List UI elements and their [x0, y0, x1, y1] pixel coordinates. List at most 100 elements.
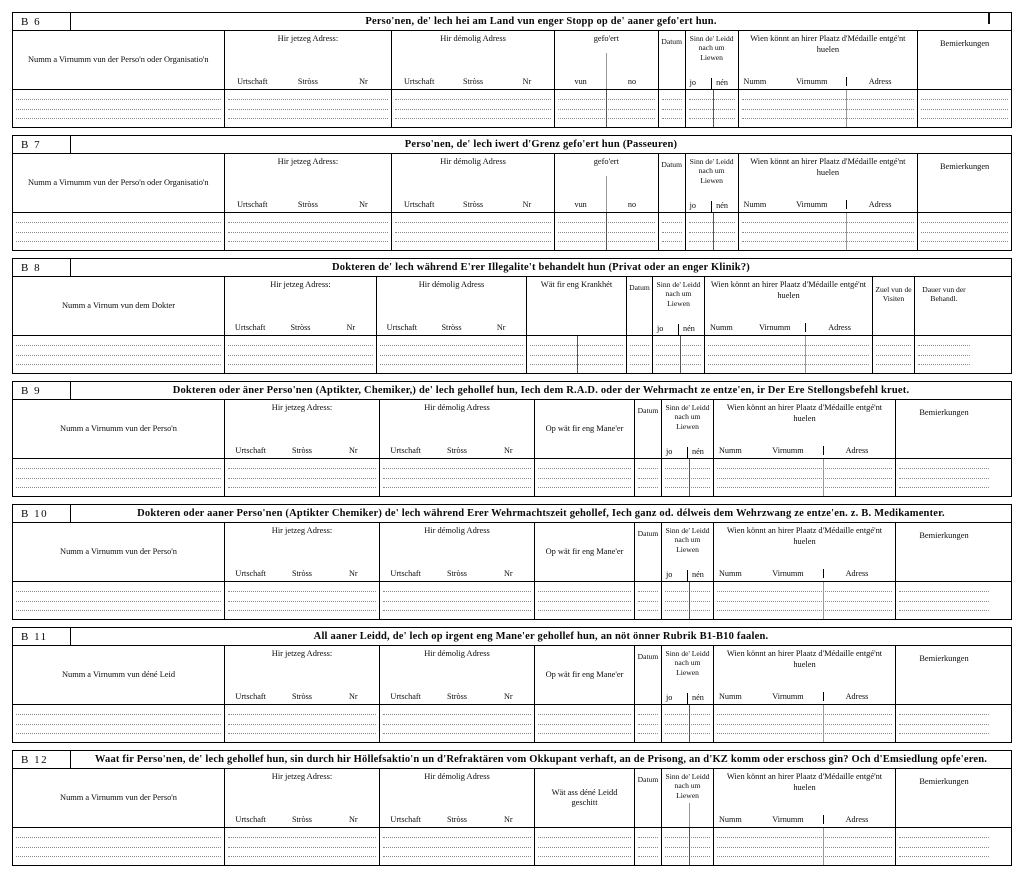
data-cell-datum[interactable]	[635, 705, 662, 742]
data-cell-addr2[interactable]	[377, 336, 527, 373]
writing-line	[688, 109, 735, 110]
data-entry-row[interactable]	[13, 213, 1011, 250]
medal-subcolumns: Numm Virnumm Adress	[714, 692, 895, 704]
writing-line	[899, 733, 989, 734]
data-cell-addr1[interactable]	[225, 459, 380, 496]
number-label: Nr	[349, 446, 358, 455]
current-address-label: Hir jetzeg Adress:	[277, 157, 339, 166]
writing-line	[228, 468, 376, 469]
medal-address-label: Adress	[805, 323, 872, 332]
data-cell-datum[interactable]	[635, 582, 662, 619]
remarks-label: Bemierkungen	[939, 39, 990, 48]
data-cell-medal[interactable]	[739, 213, 919, 250]
data-cell-rem[interactable]	[896, 582, 992, 619]
data-cell-name[interactable]	[13, 90, 225, 127]
data-cell-addr2[interactable]	[380, 828, 535, 865]
middle-col-label: Wät ass déné Leidd geschitt	[551, 787, 618, 808]
data-cell-datum[interactable]	[659, 213, 686, 250]
data-cell-name[interactable]	[13, 213, 225, 250]
data-cell-addr2[interactable]	[392, 90, 555, 127]
data-entry-row[interactable]	[13, 705, 1011, 742]
data-cell-rem[interactable]	[896, 828, 992, 865]
data-cell-name[interactable]	[13, 705, 225, 742]
data-cell-name[interactable]	[13, 582, 225, 619]
writing-line	[638, 837, 658, 838]
street-label: Stròss	[463, 77, 484, 86]
data-cell-rem[interactable]	[896, 459, 992, 496]
data-cell-rem[interactable]	[918, 90, 1011, 127]
data-cell-addr2[interactable]	[380, 582, 535, 619]
current-address-label: Hir jetzeg Adress:	[271, 649, 333, 658]
data-entry-row[interactable]	[13, 459, 1011, 496]
data-entry-row[interactable]	[13, 336, 1011, 373]
form-block-b12: B 12 Waat fir Perso'nen, de' lech geholle…	[12, 750, 1012, 866]
data-cell-sinn[interactable]	[686, 90, 739, 127]
data-cell-addr1[interactable]	[225, 828, 380, 865]
data-cell-name[interactable]	[13, 336, 225, 373]
data-cell-datum[interactable]	[627, 336, 653, 373]
data-cell-addr1[interactable]	[225, 705, 380, 742]
data-cell-sinn2[interactable]	[662, 828, 714, 865]
address-subcolumns: Urtschaft Stròss Nr	[380, 815, 534, 827]
middle-col-label: gefo'ert	[593, 34, 619, 43]
data-cell-addr2[interactable]	[392, 213, 555, 250]
data-cell-mid[interactable]	[555, 90, 659, 127]
data-cell-datum[interactable]	[659, 90, 686, 127]
data-cell-sinn[interactable]	[653, 336, 705, 373]
data-cell-midm[interactable]	[535, 459, 635, 496]
data-cell-rem[interactable]	[896, 705, 992, 742]
writing-line	[665, 856, 710, 857]
data-cell-medal[interactable]	[714, 828, 896, 865]
data-cell-addr1[interactable]	[225, 90, 393, 127]
cell-divider	[606, 90, 608, 127]
writing-line	[538, 601, 631, 602]
locality-label: Urtschaft	[237, 77, 268, 86]
col-header-remarks: Bemierkungen	[896, 400, 992, 458]
writing-line	[383, 837, 531, 838]
data-entry-row[interactable]	[13, 828, 1011, 865]
data-cell-midm[interactable]	[535, 705, 635, 742]
data-cell-addr2[interactable]	[380, 705, 535, 742]
data-cell-sinn[interactable]	[662, 459, 714, 496]
data-cell-x1[interactable]	[873, 336, 915, 373]
data-entry-row[interactable]	[13, 582, 1011, 619]
writing-line	[688, 232, 735, 233]
data-cell-midm[interactable]	[535, 828, 635, 865]
data-cell-addr1[interactable]	[225, 582, 380, 619]
data-cell-sinn[interactable]	[686, 213, 739, 250]
data-cell-medal[interactable]	[714, 459, 896, 496]
number-label: Nr	[346, 323, 356, 332]
data-cell-addr1[interactable]	[225, 213, 393, 250]
data-entry-row[interactable]	[13, 90, 1011, 127]
form-page: B 6 Perso'nen, de' lech hei am Land vun e…	[12, 12, 1012, 873]
data-cell-rem[interactable]	[918, 213, 1011, 250]
data-cell-name[interactable]	[13, 459, 225, 496]
data-cell-medal[interactable]	[705, 336, 873, 373]
data-cell-sinn[interactable]	[662, 705, 714, 742]
data-cell-sinn[interactable]	[662, 582, 714, 619]
data-cell-x2[interactable]	[915, 336, 973, 373]
medal-firstname-label: Virnumm	[772, 815, 804, 824]
block-title-row: B 8 Dokteren de' lech während E'rer Illeg…	[13, 259, 1011, 277]
writing-line	[380, 355, 523, 356]
data-cell-name[interactable]	[13, 828, 225, 865]
data-cell-medal[interactable]	[739, 90, 919, 127]
col-header-medal-recipient: Wien könnt an hirer Plaatz d'Médaille en…	[714, 523, 896, 581]
cell-divider	[822, 828, 824, 865]
street-label: Stròss	[291, 815, 312, 824]
data-cell-midm[interactable]	[535, 582, 635, 619]
data-cell-datum[interactable]	[635, 459, 662, 496]
treatment-duration-label: Dauer vun der Behandl.	[922, 285, 966, 304]
data-cell-medal[interactable]	[714, 582, 896, 619]
data-cell-addr2[interactable]	[380, 459, 535, 496]
data-cell-mid[interactable]	[527, 336, 627, 373]
col-header-current-address: Hir jetzeg Adress: Urtschaft Stròss Nr	[225, 769, 380, 827]
data-cell-addr1[interactable]	[225, 336, 377, 373]
data-cell-datum[interactable]	[635, 828, 662, 865]
col-header-current-address: Hir jetzeg Adress: Urtschaft Stròss Nr	[225, 31, 393, 89]
data-cell-mid[interactable]	[555, 213, 659, 250]
date-label: Datum	[637, 652, 659, 661]
data-cell-medal[interactable]	[714, 705, 896, 742]
col-header-date: Datum	[627, 277, 653, 335]
column-header-row: Numm a Virnumm vun der Perso'n Hir jetzeg…	[13, 523, 1011, 582]
